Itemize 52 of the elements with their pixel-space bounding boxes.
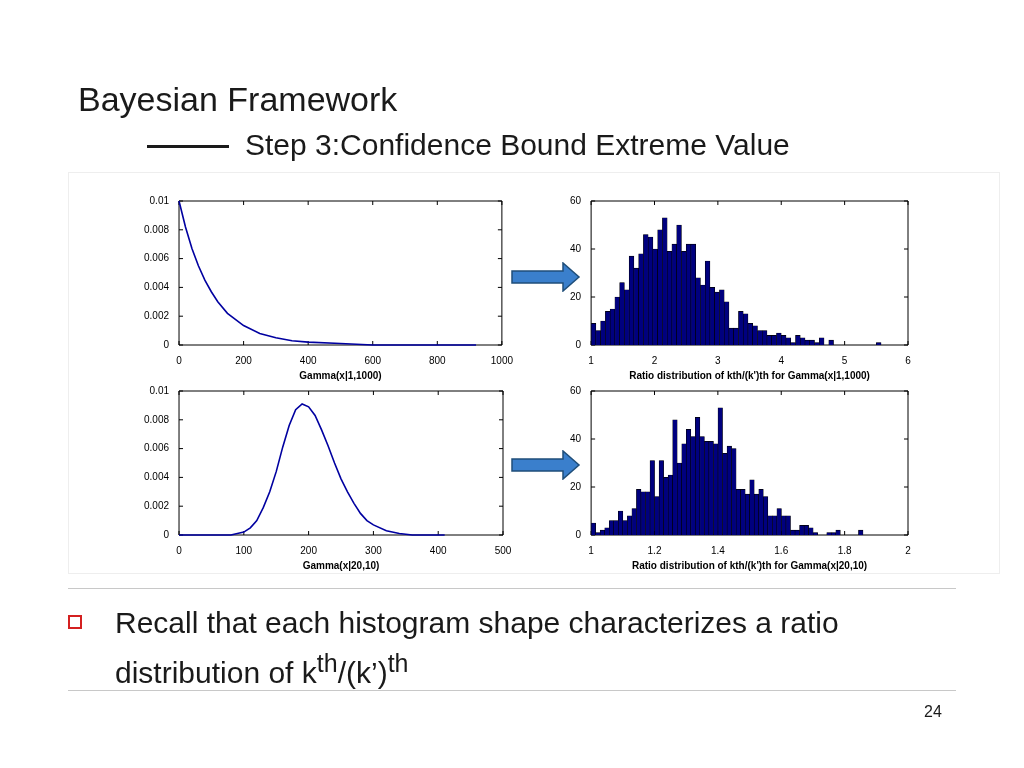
x-tick-label: 2 xyxy=(651,354,658,366)
y-tick-label: 40 xyxy=(570,242,582,254)
x-tick-label: 200 xyxy=(300,544,318,556)
y-tick-label: 0.004 xyxy=(143,471,170,483)
y-tick-label: 0 xyxy=(163,528,170,540)
x-tick-label: 0 xyxy=(176,544,183,556)
x-tick-label: 2 xyxy=(905,544,912,556)
text: Recall that each histogram shape characterizes a ratio distribution of k$^{th}$/(k’)$^{th}$ xyxy=(115,605,840,691)
x-axis-title: Ratio distribution of kth/(k')th for Gamma(x|1,1000) xyxy=(629,369,870,381)
y-tick-label: 0.01 xyxy=(149,384,170,396)
y-tick-label: 40 xyxy=(570,432,582,444)
y-tick-label: 0.006 xyxy=(143,252,170,264)
x-tick-label: 200 xyxy=(235,354,253,366)
y-tick-label: 0.01 xyxy=(149,194,170,206)
x-tick-label: 600 xyxy=(364,354,382,366)
y-tick-label: 0 xyxy=(163,338,170,350)
x-tick-label: 1.8 xyxy=(837,544,853,556)
y-tick-label: 0.004 xyxy=(143,281,170,293)
x-tick-label: 5 xyxy=(841,354,848,366)
x-tick-label: 4 xyxy=(778,354,785,366)
x-tick-label: 400 xyxy=(299,354,317,366)
y-tick-label: 0.008 xyxy=(143,223,170,235)
x-tick-label: 0 xyxy=(176,354,183,366)
y-tick-label: 0.002 xyxy=(143,499,170,511)
x-tick-label: 1.4 xyxy=(710,544,726,556)
x-axis-title: Gamma(x|1,1000) xyxy=(299,369,382,381)
x-axis-title: Ratio distribution of kth/(k')th for Gamma(x|20,10) xyxy=(631,559,868,571)
y-tick-label: 20 xyxy=(570,480,582,492)
y-tick-label: 0.006 xyxy=(143,442,170,454)
y-tick-label: 60 xyxy=(570,194,582,206)
x-tick-label: 1000 xyxy=(490,354,514,366)
x-tick-label: 3 xyxy=(715,354,722,366)
y-tick-label: 0.002 xyxy=(143,309,170,321)
x-tick-label: 400 xyxy=(429,544,447,556)
x-tick-label: 1.2 xyxy=(647,544,662,556)
x-tick-label: 1.6 xyxy=(774,544,789,556)
x-tick-label: 1 xyxy=(588,354,595,366)
x-tick-label: 100 xyxy=(235,544,253,556)
x-tick-label: 800 xyxy=(428,354,447,366)
y-tick-label: 0.008 xyxy=(143,413,170,425)
x-tick-label: 300 xyxy=(365,544,383,556)
x-tick-label: 1 xyxy=(588,544,595,556)
chart-subtitle: Step 3:Confidence Bound Extreme Value xyxy=(245,128,790,162)
x-tick-label: 6 xyxy=(905,354,912,366)
y-tick-label: 0 xyxy=(575,338,582,350)
x-axis-title: Gamma(x|20,10) xyxy=(302,559,380,571)
x-tick-label: 500 xyxy=(494,544,512,556)
y-tick-label: 20 xyxy=(570,290,582,302)
text: 24 xyxy=(924,703,942,721)
chart-title: Bayesian Framework xyxy=(78,80,398,119)
y-tick-label: 0 xyxy=(575,528,582,540)
y-tick-label: 60 xyxy=(570,384,582,396)
